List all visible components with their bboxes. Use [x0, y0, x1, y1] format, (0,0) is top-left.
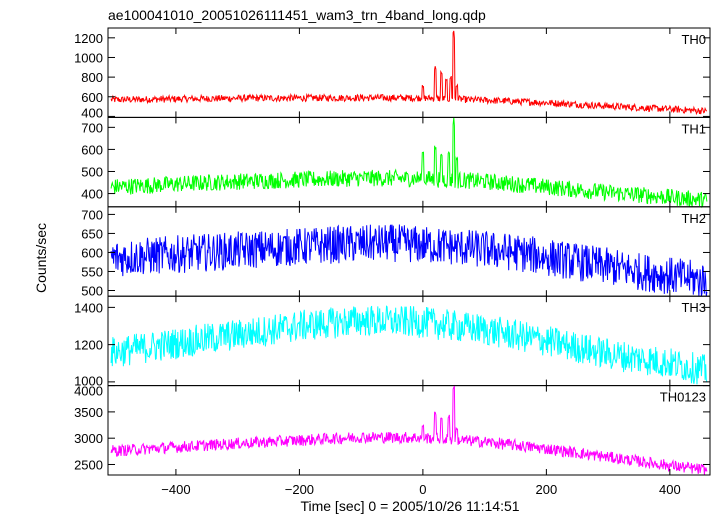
x-tick-label: 200	[536, 482, 558, 497]
y-tick-label: 600	[81, 142, 103, 157]
y-tick-label: 1000	[74, 374, 103, 389]
series-label-th2: TH2	[681, 211, 706, 226]
y-tick-label: 1400	[74, 300, 103, 315]
y-tick-label: 550	[81, 264, 103, 279]
y-tick-label: 400	[81, 105, 103, 120]
y-tick-label: 4000	[74, 384, 103, 399]
y-tick-label: 500	[81, 283, 103, 298]
panel-frame-th0123	[107, 385, 711, 476]
y-tick-label: 400	[81, 187, 103, 202]
y-tick-label: 700	[81, 207, 103, 222]
chart-title: ae100041010_20051026111451_wam3_trn_4ban…	[108, 7, 486, 23]
y-axis-label: Counts/sec	[33, 223, 49, 293]
y-tick-label: 600	[81, 245, 103, 260]
y-tick-label: 1200	[74, 31, 103, 46]
y-tick-label: 1200	[74, 338, 103, 353]
series-line-th0	[110, 30, 707, 116]
series-line-th1	[110, 117, 708, 209]
y-tick-label: 700	[81, 120, 103, 135]
panel-frame-th0	[107, 27, 711, 118]
x-tick-label: −200	[285, 482, 314, 497]
x-tick-label: 400	[659, 482, 681, 497]
y-tick-label: 3000	[74, 431, 103, 446]
x-tick-label: −400	[161, 482, 190, 497]
y-tick-label: 3500	[74, 405, 103, 420]
x-tick-label: 0	[419, 482, 426, 497]
series-line-th3	[110, 305, 708, 385]
y-tick-label: 2500	[74, 457, 103, 472]
y-tick-label: 500	[81, 164, 103, 179]
series-line-th0123	[110, 384, 708, 476]
x-axis-label: Time [sec] 0 = 2005/10/26 11:14:51	[300, 498, 519, 514]
series-label-th0123: TH0123	[660, 390, 706, 405]
series-label-th1: TH1	[681, 121, 706, 136]
y-tick-label: 650	[81, 226, 103, 241]
y-tick-label: 1000	[74, 50, 103, 65]
series-label-th0: TH0	[681, 32, 706, 47]
series-line-th2	[110, 224, 708, 297]
y-tick-label: 600	[81, 90, 103, 105]
y-tick-label: 800	[81, 70, 103, 85]
series-label-th3: TH3	[681, 300, 706, 315]
